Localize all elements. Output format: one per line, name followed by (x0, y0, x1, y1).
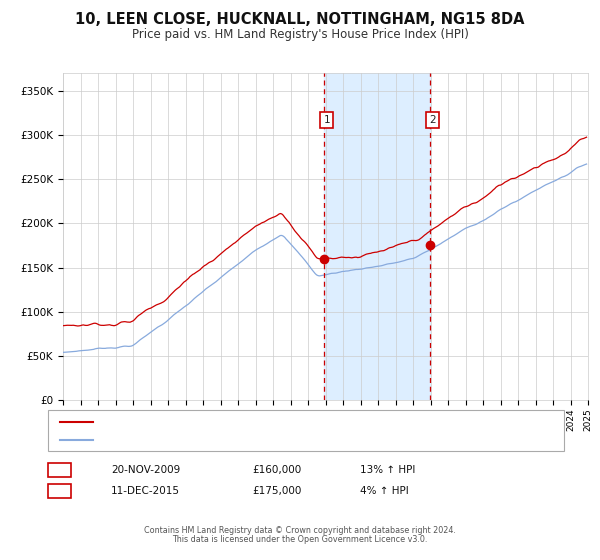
Text: 11-DEC-2015: 11-DEC-2015 (111, 486, 180, 496)
Text: £175,000: £175,000 (252, 486, 301, 496)
Bar (324, 73, 430, 400)
Text: 1: 1 (56, 465, 63, 475)
Text: 13% ↑ HPI: 13% ↑ HPI (360, 465, 415, 475)
Text: This data is licensed under the Open Government Licence v3.0.: This data is licensed under the Open Gov… (172, 535, 428, 544)
Text: 10, LEEN CLOSE, HUCKNALL, NOTTINGHAM, NG15 8DA: 10, LEEN CLOSE, HUCKNALL, NOTTINGHAM, NG… (75, 12, 525, 27)
Text: £160,000: £160,000 (252, 465, 301, 475)
Text: Price paid vs. HM Land Registry's House Price Index (HPI): Price paid vs. HM Land Registry's House … (131, 28, 469, 41)
Text: Contains HM Land Registry data © Crown copyright and database right 2024.: Contains HM Land Registry data © Crown c… (144, 526, 456, 535)
Text: 10, LEEN CLOSE, HUCKNALL, NOTTINGHAM, NG15 8DA (detached house): 10, LEEN CLOSE, HUCKNALL, NOTTINGHAM, NG… (99, 417, 443, 426)
Text: 20-NOV-2009: 20-NOV-2009 (111, 465, 180, 475)
Text: 2: 2 (429, 115, 436, 125)
Text: 1: 1 (323, 115, 330, 125)
Text: 4% ↑ HPI: 4% ↑ HPI (360, 486, 409, 496)
Text: 2: 2 (56, 486, 63, 496)
Text: HPI: Average price, detached house, Ashfield: HPI: Average price, detached house, Ashf… (99, 435, 313, 444)
